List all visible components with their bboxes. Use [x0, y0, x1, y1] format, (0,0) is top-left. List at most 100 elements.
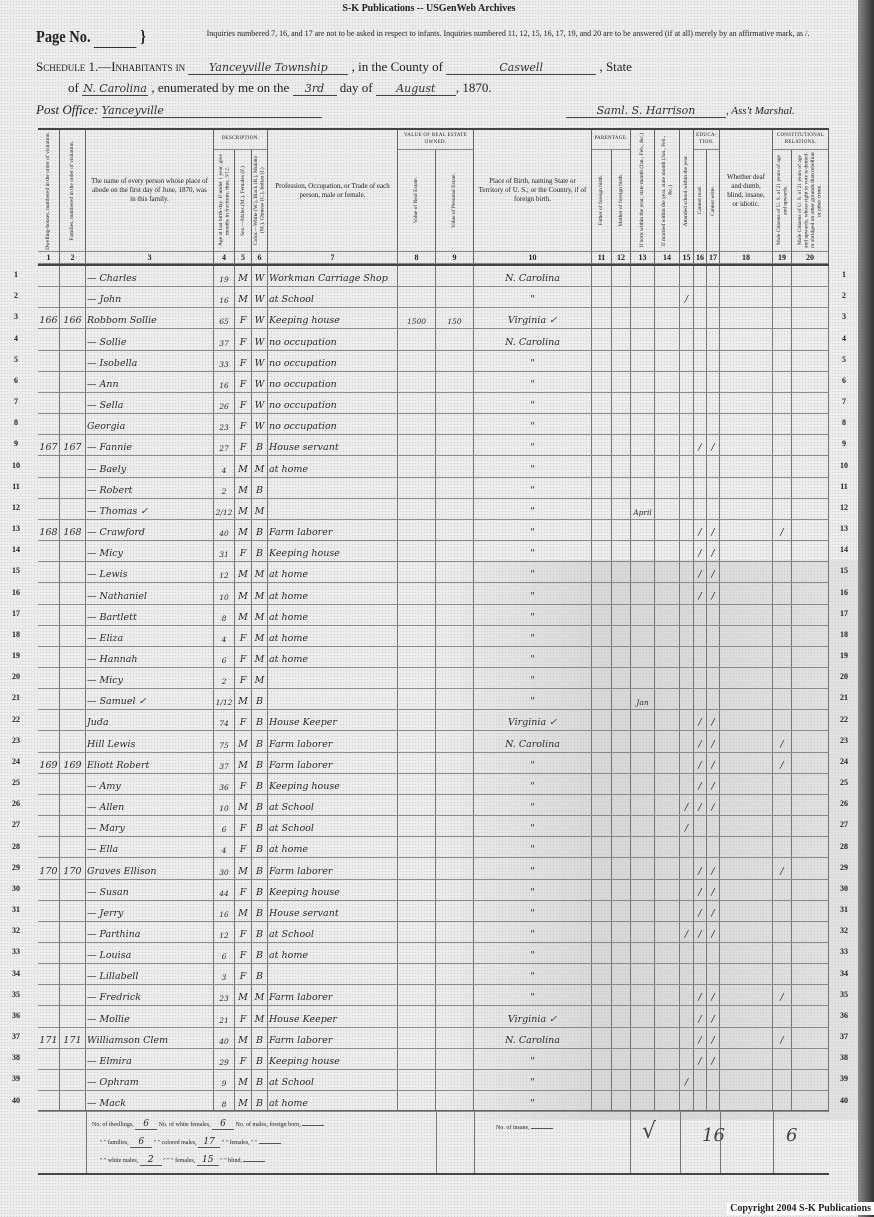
line-number-right: 10: [840, 460, 848, 470]
real-estate-value: [398, 498, 436, 519]
personal-estate-value: [436, 816, 474, 837]
birth-month: [631, 583, 655, 604]
empty-cell: [592, 1069, 612, 1091]
column-header-2: Families, numbered in the order of visit…: [60, 130, 86, 252]
attended-school-mark: [680, 667, 694, 689]
attended-school-mark: [680, 731, 694, 752]
line-number-right: 9: [842, 439, 846, 449]
empty-cell: [592, 519, 612, 541]
table-row: — Micy 2 F M ": [38, 667, 829, 690]
empty-cell: [592, 689, 612, 710]
birthplace: N. Carolina: [474, 1027, 592, 1048]
birth-month: [631, 816, 655, 837]
empty-cell: [792, 392, 829, 414]
male-citizen-mark: [773, 562, 792, 583]
cannot-read-mark: [694, 287, 707, 308]
sex: M: [235, 477, 252, 498]
dwelling-number: [38, 1006, 60, 1027]
empty-cell: [655, 371, 680, 392]
empty-cell: [592, 837, 612, 858]
male-citizen-mark: [773, 435, 792, 456]
empty-cell: [720, 562, 773, 583]
empty-cell: [720, 435, 773, 456]
attended-school-mark: [680, 1006, 694, 1027]
sex: M: [235, 900, 252, 921]
empty-cell: [592, 329, 612, 350]
age: 10: [214, 794, 235, 816]
sex: F: [235, 964, 252, 985]
cannot-write-mark: [707, 667, 720, 689]
column-number-1: 1: [38, 252, 60, 264]
birth-month: [631, 985, 655, 1006]
cannot-write-mark: [707, 689, 720, 710]
cannot-write-mark: [707, 1091, 720, 1112]
empty-cell: [792, 921, 829, 942]
real-estate-value: [398, 858, 436, 879]
empty-cell: [655, 477, 680, 498]
empty-cell: [792, 456, 829, 477]
empty-cell: [792, 752, 829, 773]
family-number: [60, 329, 86, 350]
real-estate-value: [398, 392, 436, 414]
age: 23: [214, 414, 235, 435]
real-estate-value: [398, 985, 436, 1006]
birthplace: ": [474, 625, 592, 646]
line-number-left: 2: [14, 291, 18, 301]
dwelling-number: [38, 773, 60, 794]
personal-estate-value: [436, 625, 474, 646]
attended-school-mark: [680, 625, 694, 646]
empty-cell: [612, 562, 631, 583]
attended-school-mark: [680, 689, 694, 710]
personal-estate-value: [436, 541, 474, 562]
line-number-right: 23: [840, 735, 848, 745]
real-estate-value: [398, 794, 436, 816]
person-name: Hill Lewis: [86, 731, 214, 752]
birth-month: [631, 794, 655, 816]
sex: F: [235, 921, 252, 942]
column-header-5: Sex.—Males (M.), Females (F.): [235, 150, 252, 252]
color: B: [252, 816, 268, 837]
empty-cell: [720, 350, 773, 371]
column-number-15: 15: [680, 252, 694, 264]
empty-cell: [612, 371, 631, 392]
occupation: at School: [268, 921, 398, 942]
attended-school-mark: [680, 371, 694, 392]
table-header: Description. Value of Real Estate owned. P…: [38, 130, 829, 266]
occupation: at School: [268, 287, 398, 308]
year-label: , 1870.: [455, 80, 492, 95]
person-name: — Allen: [86, 794, 214, 816]
empty-cell: [720, 1006, 773, 1027]
empty-cell: [592, 287, 612, 308]
empty-cell: [720, 731, 773, 752]
enumerated-label: , enumerated by me on the: [151, 80, 290, 95]
real-estate-value: [398, 816, 436, 837]
empty-cell: [592, 308, 612, 329]
empty-cell: [720, 794, 773, 816]
line-number-left: 12: [12, 502, 20, 512]
empty-cell: [592, 816, 612, 837]
occupation: at School: [268, 816, 398, 837]
column-header-9: Value of Personal Estate.: [436, 150, 474, 252]
family-number: [60, 498, 86, 519]
empty-cell: [792, 794, 829, 816]
sex: M: [235, 498, 252, 519]
personal-estate-value: [436, 329, 474, 350]
real-estate-value: [398, 266, 436, 287]
empty-cell: [592, 541, 612, 562]
column-number-18: 18: [720, 252, 773, 264]
male-citizen-mark: [773, 583, 792, 604]
family-number: [60, 414, 86, 435]
age: 16: [214, 287, 235, 308]
empty-cell: [655, 1006, 680, 1027]
empty-cell: [655, 816, 680, 837]
column-number-19: 19: [773, 252, 792, 264]
empty-cell: [720, 583, 773, 604]
empty-cell: [720, 308, 773, 329]
line-number-right: 27: [840, 820, 848, 830]
personal-estate-value: [436, 731, 474, 752]
white-males-count: 2: [139, 1155, 162, 1166]
insane-count: [531, 1128, 554, 1129]
empty-cell: [792, 1027, 829, 1048]
cannot-read-mark: [694, 477, 707, 498]
